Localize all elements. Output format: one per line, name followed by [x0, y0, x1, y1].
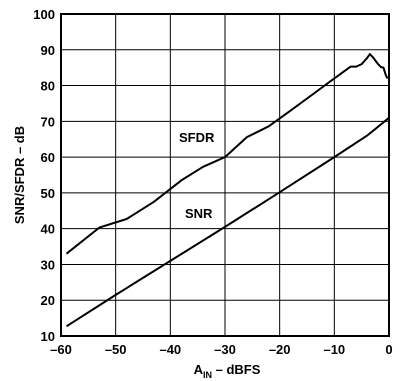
y-tick-label: 10: [41, 329, 55, 344]
x-tick-label: –30: [214, 342, 236, 357]
x-tick-label: 0: [385, 342, 392, 357]
y-axis-label: SNR/SFDR – dB: [12, 126, 27, 224]
plot-frame: [60, 13, 390, 337]
series-line-sfdr: [65, 53, 389, 255]
x-tick-label: –60: [50, 342, 72, 357]
tick-labels: 10 20 30 40 50 60 70 80 90 100 –60 –50 –40 –30 –20 –10 0: [33, 7, 392, 357]
x-tick-label: –40: [159, 342, 181, 357]
y-tick-label: 50: [41, 186, 55, 201]
y-tick-label: 40: [41, 222, 55, 237]
x-tick-label: –20: [269, 342, 291, 357]
x-tick-label: –50: [105, 342, 127, 357]
grid: [61, 14, 389, 336]
series-line-snr: [65, 117, 390, 328]
series-lines: [65, 53, 390, 328]
y-tick-label: 100: [33, 7, 55, 22]
y-tick-label: 80: [41, 79, 55, 94]
x-tick-label: –10: [323, 342, 345, 357]
series-label-sfdr: SFDR: [179, 130, 215, 145]
y-tick-label: 90: [41, 43, 55, 58]
x-axis-label-sub: IN: [203, 370, 212, 380]
x-axis-label: AIN – dBFS: [194, 362, 261, 380]
x-axis-label-rest: – dBFS: [212, 362, 261, 377]
y-tick-label: 60: [41, 150, 55, 165]
y-tick-label: 30: [41, 257, 55, 272]
y-tick-label: 70: [41, 114, 55, 129]
series-label-snr: SNR: [185, 206, 213, 221]
y-tick-label: 20: [41, 293, 55, 308]
x-axis-label-main: A: [194, 362, 204, 377]
